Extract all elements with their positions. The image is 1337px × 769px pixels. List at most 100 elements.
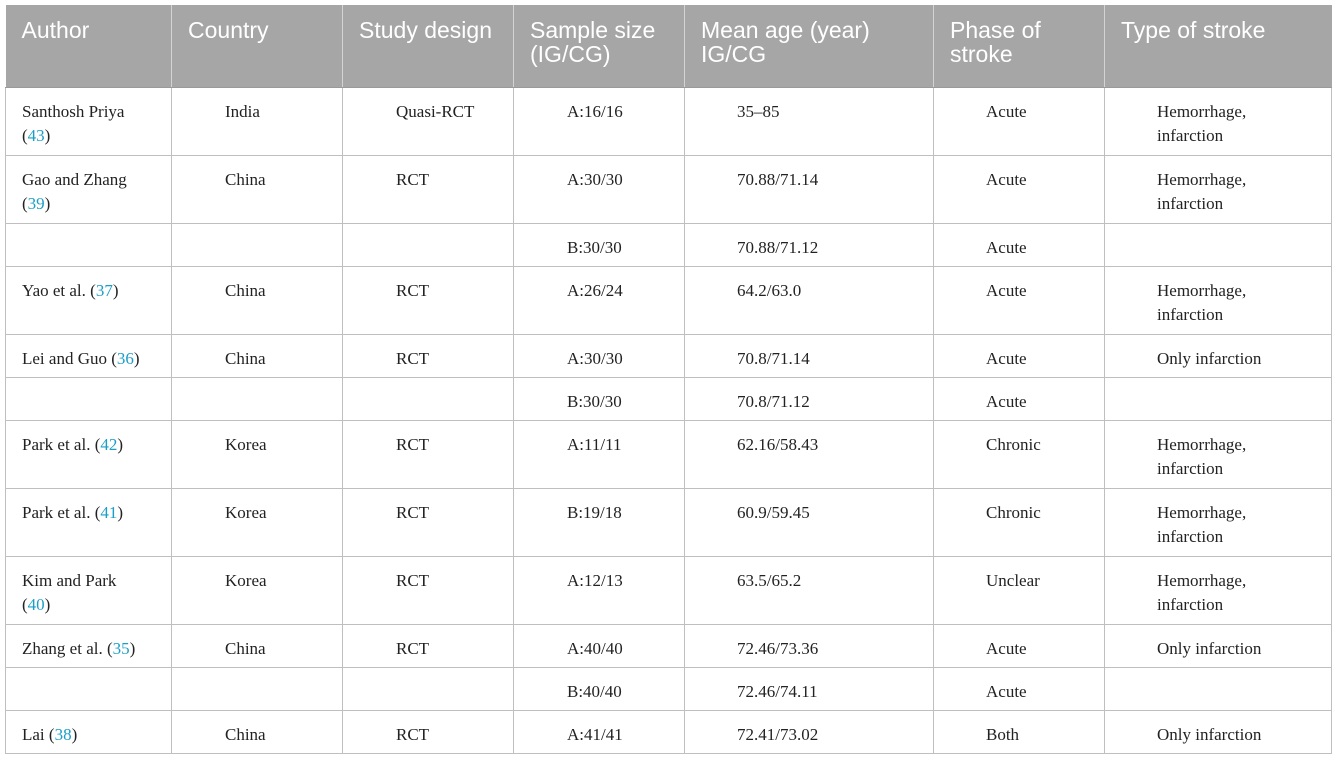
author-name: Park et al. (	[22, 434, 101, 454]
country-cell	[171, 376, 343, 421]
author-cell: Park et al. (42)	[5, 419, 172, 489]
author-cell: Lai (38)	[5, 709, 172, 754]
reference-link[interactable]: 35	[112, 638, 130, 658]
phase-cell: Acute	[933, 333, 1105, 378]
sample-size-cell: A:40/40	[513, 623, 685, 668]
mean-age-cell: 70.88/71.14	[684, 154, 934, 224]
study-design-cell: Quasi-RCT	[342, 86, 514, 156]
phase-cell: Acute	[933, 154, 1105, 224]
mean-age-cell: 35–85	[684, 86, 934, 156]
header-author: Author	[5, 5, 172, 88]
sample-size-cell: A:41/41	[513, 709, 685, 754]
mean-age-cell: 72.46/73.36	[684, 623, 934, 668]
stroke-type-cell	[1104, 666, 1332, 711]
phase-cell: Both	[933, 709, 1105, 754]
author-name: Santhosh Priya (	[22, 101, 125, 145]
author-name: Gao and Zhang (	[22, 169, 127, 213]
author-cell: Yao et al. (37)	[5, 265, 172, 335]
author-cell: Lei and Guo (36)	[5, 333, 172, 378]
mean-age-cell: 62.16/58.43	[684, 419, 934, 489]
author-cell: Santhosh Priya (43)	[5, 86, 172, 156]
country-cell: India	[171, 86, 343, 156]
author-ref-close: )	[133, 348, 140, 368]
table-header-row: Author Country Study design Sample size …	[5, 5, 1332, 88]
sample-size-cell: B:40/40	[513, 666, 685, 711]
stroke-type-cell: Hemorrhage, infarction	[1104, 419, 1332, 489]
table-row: Lai (38) China RCT A:41/41 72.41/73.02 Both On…	[5, 709, 1332, 754]
table-body: Santhosh Priya (43) India Quasi-RCT A:16/16…	[5, 86, 1332, 754]
mean-age-cell: 72.46/74.11	[684, 666, 934, 711]
mean-age-cell: 72.41/73.02	[684, 709, 934, 754]
stroke-type-cell: Hemorrhage, infarction	[1104, 154, 1332, 224]
sample-size-cell: B:19/18	[513, 487, 685, 557]
stroke-type-cell: Hemorrhage, infarction	[1104, 86, 1332, 156]
country-cell: Korea	[171, 419, 343, 489]
reference-link[interactable]: 37	[95, 280, 113, 300]
stroke-type-cell	[1104, 376, 1332, 421]
reference-link[interactable]: 43	[27, 125, 45, 145]
author-cell	[5, 376, 172, 421]
stroke-type-cell: Hemorrhage, infarction	[1104, 265, 1332, 335]
table-row: Lei and Guo (36) China RCT A:30/30 70.8/71.1…	[5, 333, 1332, 378]
stroke-type-cell: Hemorrhage, infarction	[1104, 487, 1332, 557]
study-design-cell: RCT	[342, 419, 514, 489]
sample-size-cell: A:12/13	[513, 555, 685, 625]
sample-size-cell: A:11/11	[513, 419, 685, 489]
table-row: B:40/40 72.46/74.11 Acute	[5, 666, 1332, 711]
author-cell: Park et al. (41)	[5, 487, 172, 557]
stroke-type-cell: Only infarction	[1104, 623, 1332, 668]
reference-link[interactable]: 41	[100, 502, 118, 522]
mean-age-cell: 64.2/63.0	[684, 265, 934, 335]
sample-size-cell: B:30/30	[513, 222, 685, 267]
header-type-of-stroke: Type of stroke	[1104, 5, 1332, 88]
table-row: B:30/30 70.8/71.12 Acute	[5, 376, 1332, 421]
study-design-cell	[342, 666, 514, 711]
author-name: Kim and Park (	[22, 570, 117, 614]
header-country: Country	[171, 5, 343, 88]
author-name: Zhang et al. (	[22, 638, 113, 658]
study-design-cell: RCT	[342, 555, 514, 625]
mean-age-cell: 70.8/71.12	[684, 376, 934, 421]
study-design-cell: RCT	[342, 709, 514, 754]
phase-cell: Acute	[933, 376, 1105, 421]
reference-link[interactable]: 40	[27, 594, 45, 614]
stroke-type-cell: Hemorrhage, infarction	[1104, 555, 1332, 625]
phase-cell: Chronic	[933, 487, 1105, 557]
table-row: B:30/30 70.88/71.12 Acute	[5, 222, 1332, 267]
table-row: Santhosh Priya (43) India Quasi-RCT A:16/16…	[5, 86, 1332, 156]
country-cell: China	[171, 265, 343, 335]
phase-cell: Unclear	[933, 555, 1105, 625]
header-phase-of-stroke: Phase of stroke	[933, 5, 1105, 88]
author-ref-close: )	[117, 502, 124, 522]
phase-cell: Acute	[933, 265, 1105, 335]
country-cell: China	[171, 154, 343, 224]
stroke-type-cell	[1104, 222, 1332, 267]
study-design-cell: RCT	[342, 265, 514, 335]
author-ref-close: )	[129, 638, 136, 658]
reference-link[interactable]: 38	[54, 724, 72, 744]
table-row: Yao et al. (37) China RCT A:26/24 64.2/63.0 A…	[5, 265, 1332, 335]
author-name: Yao et al. (	[22, 280, 96, 300]
study-characteristics-table: Author Country Study design Sample size …	[5, 5, 1332, 754]
phase-cell: Acute	[933, 86, 1105, 156]
phase-cell: Acute	[933, 222, 1105, 267]
author-cell	[5, 222, 172, 267]
author-ref-close: )	[44, 193, 51, 213]
author-cell: Kim and Park (40)	[5, 555, 172, 625]
reference-link[interactable]: 39	[27, 193, 45, 213]
author-name: Park et al. (	[22, 502, 101, 522]
sample-size-cell: A:30/30	[513, 154, 685, 224]
phase-cell: Acute	[933, 666, 1105, 711]
reference-link[interactable]: 42	[100, 434, 118, 454]
mean-age-cell: 63.5/65.2	[684, 555, 934, 625]
author-ref-close: )	[112, 280, 119, 300]
author-name: Lai (	[22, 724, 55, 744]
reference-link[interactable]: 36	[116, 348, 134, 368]
phase-cell: Chronic	[933, 419, 1105, 489]
sample-size-cell: A:26/24	[513, 265, 685, 335]
sample-size-cell: B:30/30	[513, 376, 685, 421]
study-design-cell: RCT	[342, 623, 514, 668]
author-ref-close: )	[117, 434, 124, 454]
sample-size-cell: A:16/16	[513, 86, 685, 156]
country-cell: Korea	[171, 487, 343, 557]
